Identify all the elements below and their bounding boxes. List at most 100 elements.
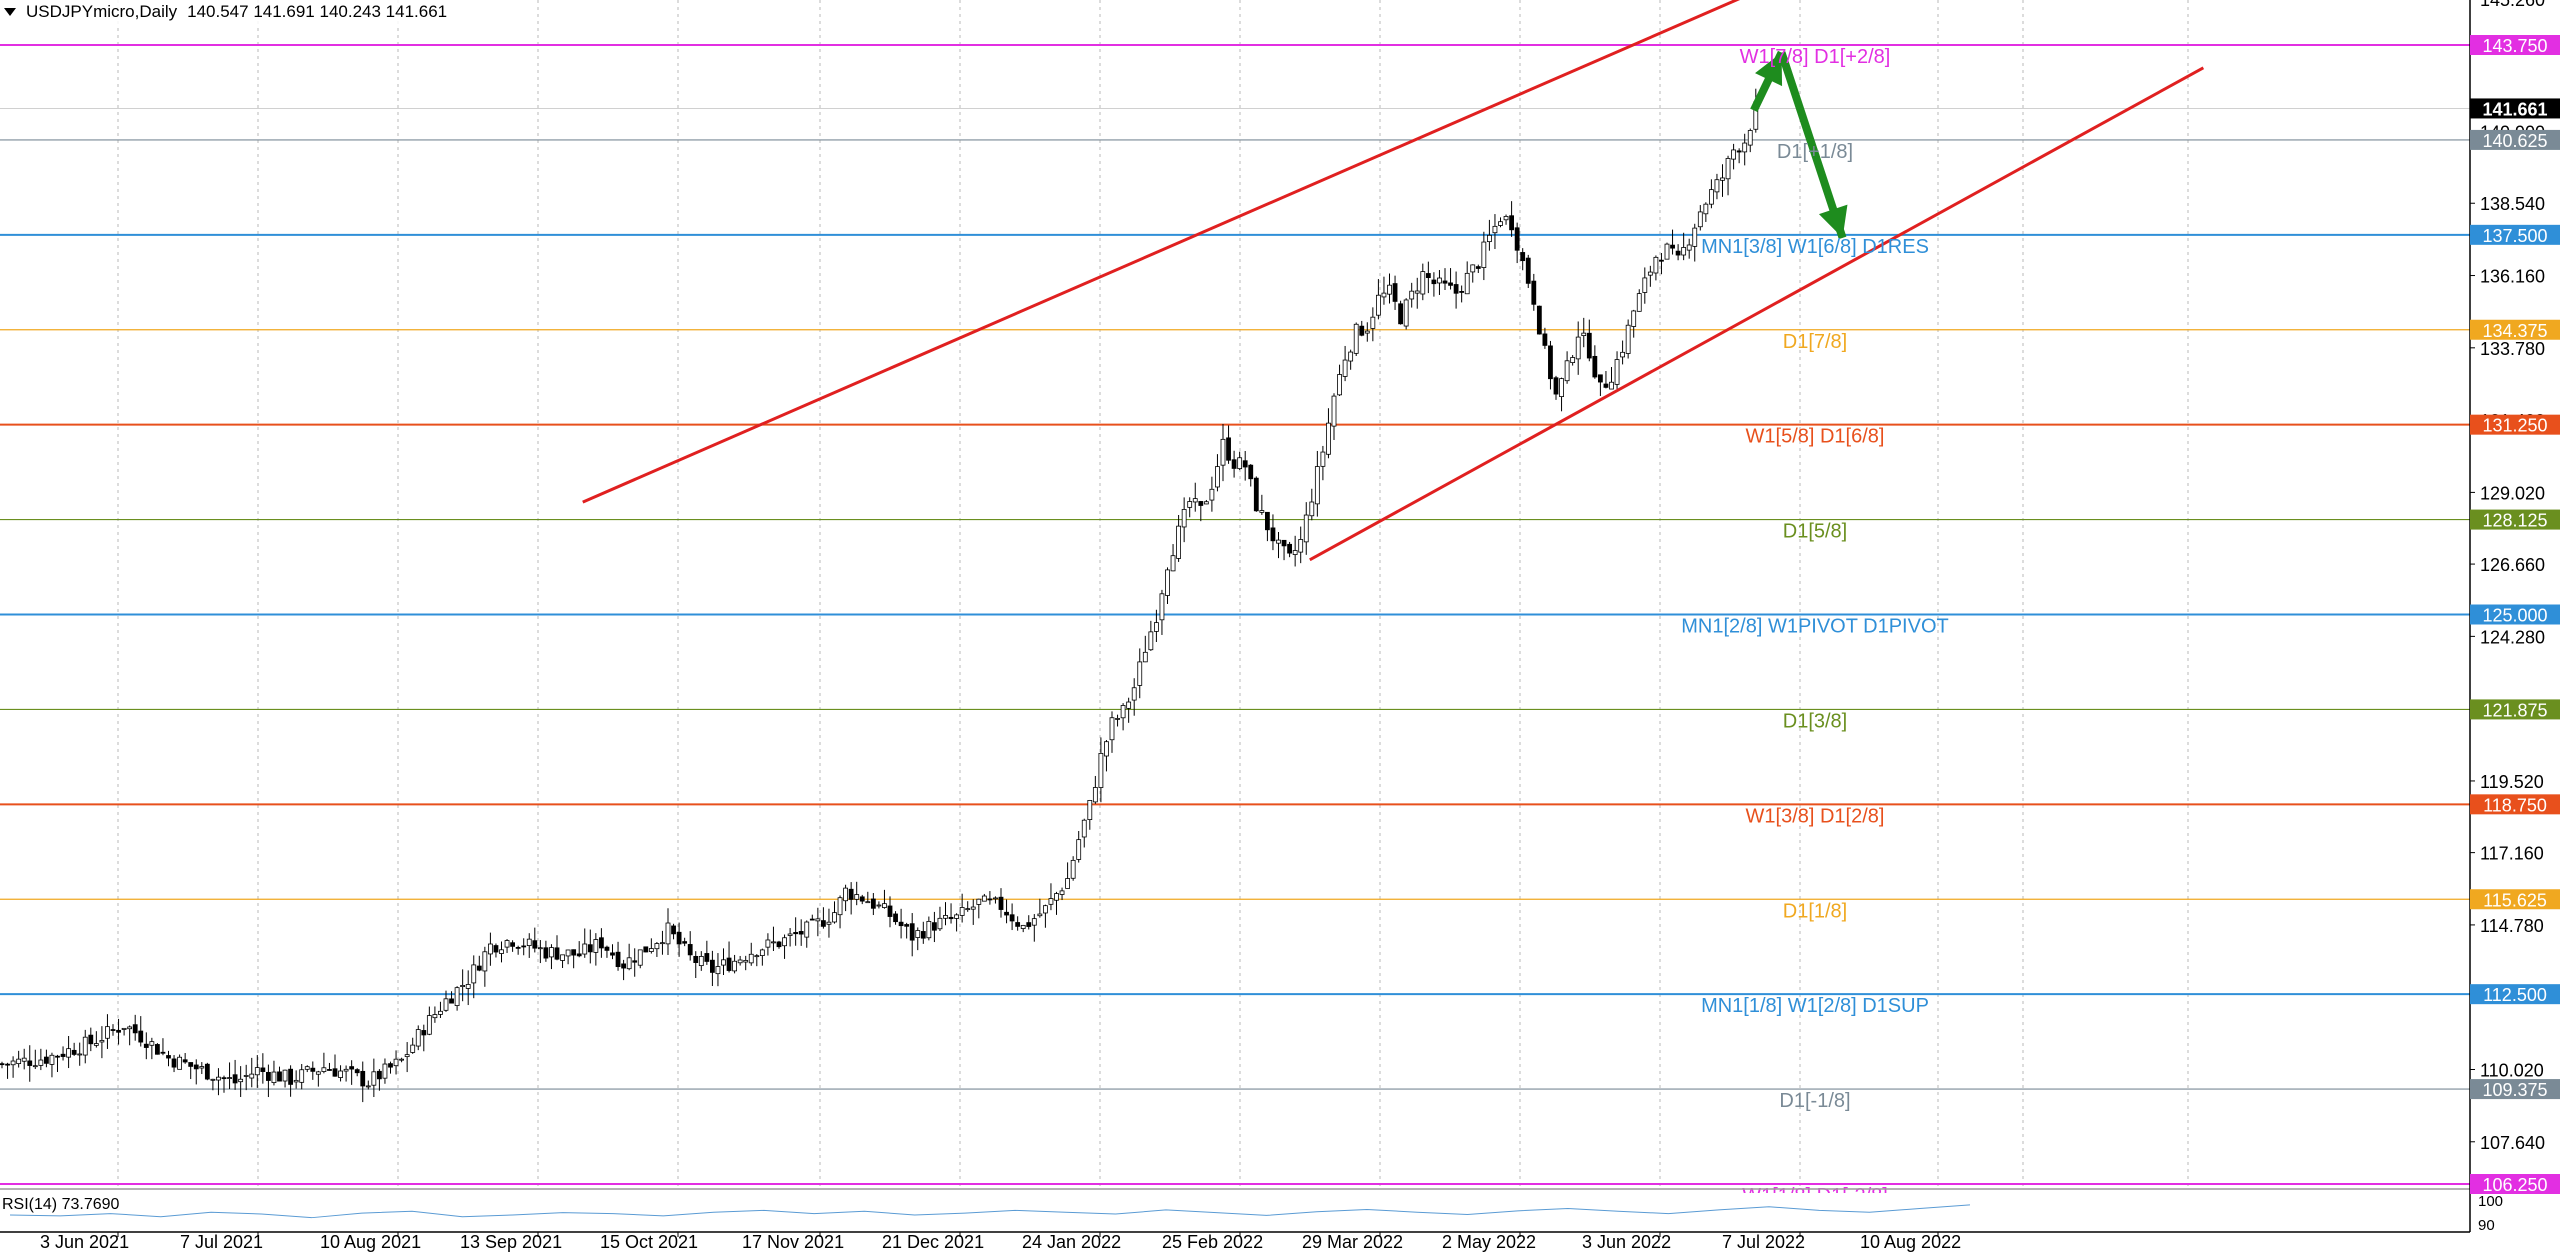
murrey-level-label: W1[7/8] D1[+2/8]	[1740, 46, 1891, 68]
candle	[626, 943, 632, 971]
dropdown-triangle-icon[interactable]	[4, 8, 16, 16]
candle	[1326, 408, 1331, 459]
candle	[1342, 345, 1348, 382]
price-level-badge-label: 143.750	[2482, 36, 2547, 56]
candle	[959, 893, 965, 923]
forecast-arrow-head-icon	[1818, 204, 1848, 238]
candle	[1498, 217, 1503, 228]
candle	[443, 990, 449, 1012]
price-level-badge[interactable]: 131.250	[2470, 414, 2560, 436]
candle-body	[843, 887, 848, 902]
candle	[1226, 425, 1231, 464]
candle-body	[343, 1068, 349, 1072]
candle-body	[549, 947, 554, 958]
price-level-badge[interactable]: 140.625	[2470, 129, 2560, 151]
candle-body	[1192, 498, 1198, 503]
candle-body	[1054, 893, 1059, 901]
price-level-badge-bg	[2470, 889, 2560, 910]
candle-body	[632, 960, 638, 963]
candle-body	[487, 943, 493, 955]
price-level-badge[interactable]: 137.500	[2470, 224, 2560, 246]
candle	[587, 929, 593, 964]
candle-body	[599, 937, 604, 949]
candle	[426, 1006, 432, 1036]
candle-body	[1031, 918, 1037, 926]
candle	[1154, 609, 1159, 643]
price-level-badge[interactable]: 121.875	[2470, 699, 2560, 720]
candle	[726, 941, 732, 973]
candle	[1520, 248, 1526, 271]
candle-body	[782, 937, 787, 947]
candle	[826, 908, 832, 938]
candle	[38, 1048, 44, 1071]
candle	[1731, 143, 1736, 170]
candle	[732, 954, 737, 974]
candle-body	[1070, 859, 1076, 879]
candle-body	[1736, 150, 1742, 153]
candle	[621, 959, 626, 981]
candle	[1009, 903, 1015, 931]
candle-body	[1464, 272, 1470, 295]
price-level-badge[interactable]: 125.000	[2470, 604, 2560, 626]
candle-body	[1320, 451, 1326, 467]
candle	[1131, 678, 1137, 716]
candle	[1387, 273, 1392, 304]
candle-body	[10, 1060, 16, 1066]
candle	[1303, 502, 1309, 555]
candle	[687, 931, 693, 961]
price-level-badge-bg	[2470, 1174, 2560, 1194]
candle	[526, 933, 532, 958]
candle-body	[1154, 622, 1159, 632]
candle	[782, 934, 787, 959]
candle-body	[1564, 360, 1570, 382]
candle-body	[582, 943, 588, 955]
price-level-badge-label: 128.125	[2482, 511, 2547, 531]
candle-body	[1159, 593, 1165, 621]
candle-body	[1586, 332, 1592, 359]
murrey-level-label: D1[7/8]	[1783, 331, 1847, 353]
candle	[1059, 887, 1065, 901]
candle	[854, 881, 860, 906]
price-level-badge[interactable]: 143.750	[2470, 35, 2560, 56]
candle-body	[1226, 437, 1231, 461]
candle	[920, 921, 926, 944]
price-level-badge[interactable]: 115.625	[2470, 889, 2560, 910]
price-level-badge[interactable]: 112.500	[2470, 984, 2560, 1005]
price-level-badge[interactable]: 128.125	[2470, 509, 2560, 531]
price-level-badge[interactable]: 134.375	[2470, 319, 2560, 341]
rsi-label: RSI(14) 73.7690	[2, 1196, 120, 1213]
candle	[1420, 263, 1426, 301]
candle-body	[809, 918, 815, 921]
candle	[265, 1064, 271, 1098]
candle	[1609, 367, 1614, 390]
candle-body	[116, 1029, 121, 1033]
candle	[388, 1061, 393, 1074]
candle	[1559, 377, 1564, 412]
time-tick-label: 3 Jun 2022	[1582, 1232, 1671, 1252]
candle	[1531, 273, 1537, 311]
candle	[637, 949, 643, 969]
candle-body	[1092, 787, 1098, 803]
candle-body	[1364, 330, 1370, 334]
candle-body	[154, 1044, 160, 1055]
candle-body	[1525, 257, 1531, 284]
price-level-badge[interactable]: 118.750	[2470, 794, 2560, 815]
candle	[454, 986, 460, 1011]
candle-body	[1575, 336, 1581, 360]
candle	[1381, 276, 1387, 305]
candle	[1548, 340, 1553, 390]
time-tick-label: 7 Jul 2021	[180, 1232, 263, 1252]
candle-body	[360, 1070, 366, 1087]
candle-body	[410, 1044, 416, 1053]
candle-body	[1498, 221, 1503, 226]
candle-body	[1603, 383, 1609, 388]
price-tick-label: 129.020	[2480, 483, 2545, 503]
candle	[604, 945, 610, 958]
candle	[232, 1059, 238, 1090]
candle-body	[332, 1068, 338, 1077]
price-level-badge[interactable]: 109.375	[2470, 1079, 2560, 1100]
candle-body	[1314, 466, 1320, 505]
price-level-badge[interactable]: 106.250	[2470, 1174, 2560, 1195]
time-tick-label: 13 Sep 2021	[460, 1232, 562, 1252]
